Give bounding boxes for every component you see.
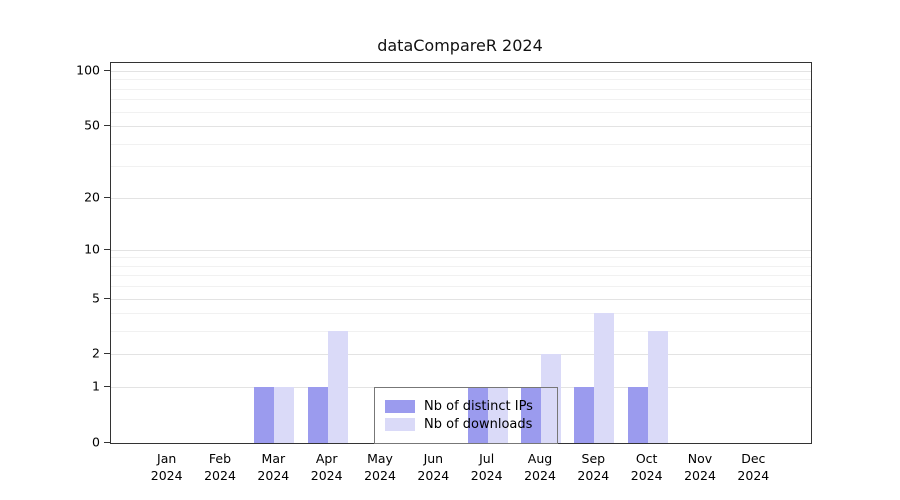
gridline (111, 71, 811, 72)
x-axis-label: Aug 2024 (524, 451, 556, 483)
x-axis-label: May 2024 (364, 451, 396, 483)
y-axis-tick-label: 5 (92, 290, 100, 306)
gridline (111, 313, 811, 315)
y-axis-tick-mark (104, 386, 110, 388)
gridline (111, 265, 811, 267)
x-axis-label: Dec 2024 (737, 451, 770, 483)
bar-downloads (487, 387, 508, 443)
x-axis-label: Jul 2024 (470, 451, 503, 483)
gridline (111, 111, 811, 113)
legend: Nb of distinct IPs Nb of downloads (374, 387, 558, 444)
legend-entry-distinct-ips: Nb of distinct IPs (385, 399, 547, 414)
y-axis-tick-label: 100 (76, 62, 100, 78)
y-axis-tick-label: 2 (92, 345, 100, 361)
legend-swatch-distinct-ips (385, 400, 415, 413)
bar-distinct-ips (254, 387, 275, 443)
legend-swatch-downloads (385, 418, 415, 431)
x-axis-label: Mar 2024 (257, 451, 290, 483)
y-axis-tick-mark (104, 125, 110, 127)
gridline (111, 286, 811, 288)
x-axis-label: Oct 2024 (630, 451, 663, 483)
x-axis-label: Jan 2024 (150, 451, 183, 483)
x-axis-label: Jun 2024 (417, 451, 450, 483)
x-axis-label: Apr 2024 (310, 451, 343, 483)
y-axis-tick-mark (104, 353, 110, 355)
x-axis-label: Sep 2024 (577, 451, 610, 483)
gridline (111, 99, 811, 101)
y-axis-tick-mark (104, 442, 110, 443)
y-axis-tick-mark (104, 196, 110, 198)
bar-downloads (541, 354, 561, 443)
bar-downloads (327, 331, 348, 443)
legend-label-downloads: Nb of downloads (424, 417, 533, 432)
bar-downloads (594, 313, 615, 443)
bar-distinct-ips (521, 387, 541, 443)
gridline (111, 166, 811, 168)
y-axis-tick-label: 0 (92, 434, 100, 450)
gridline (111, 249, 811, 251)
bar-distinct-ips (307, 387, 328, 443)
gridline (111, 331, 811, 333)
legend-label-distinct-ips: Nb of distinct IPs (424, 399, 533, 414)
gridline (111, 79, 811, 81)
legend-entry-downloads: Nb of downloads (385, 417, 547, 432)
y-axis-tick-label: 20 (84, 189, 100, 205)
x-axis-label: Nov 2024 (684, 451, 716, 483)
gridline (111, 275, 811, 277)
y-axis-tick-mark (104, 248, 110, 250)
bar-distinct-ips (467, 387, 488, 443)
y-axis-tick-label: 50 (84, 117, 100, 133)
chart-title: dataCompareR 2024 (377, 36, 543, 55)
y-axis-tick-label: 1 (92, 378, 100, 394)
gridline (111, 126, 811, 128)
y-axis-tick-mark (104, 70, 110, 71)
gridline (111, 257, 811, 259)
x-axis-label: Feb 2024 (204, 451, 236, 483)
y-axis-tick-label: 10 (84, 241, 100, 257)
bar-downloads (647, 331, 668, 443)
gridline (111, 354, 811, 356)
gridline (111, 197, 811, 199)
bar-downloads (274, 387, 295, 443)
bar-distinct-ips (574, 387, 595, 443)
gridline (111, 298, 811, 300)
gridline (111, 88, 811, 90)
plot-area (110, 62, 812, 444)
bar-distinct-ips (627, 387, 648, 443)
gridline (111, 143, 811, 145)
y-axis-tick-mark (104, 297, 110, 299)
